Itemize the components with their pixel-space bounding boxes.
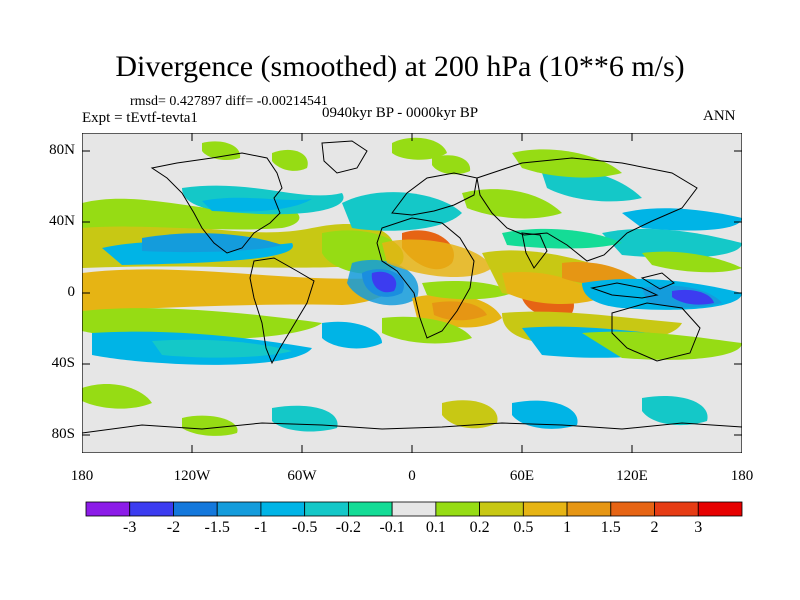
- colorbar-swatch: [260, 501, 306, 517]
- x-tick-label-120w: 120W: [173, 468, 211, 484]
- colorbar-label: 3: [694, 519, 703, 536]
- experiment-label: Expt = tEvtf-tevta1: [82, 110, 198, 126]
- divergence-map: [82, 133, 742, 453]
- colorbar-label: 1: [563, 519, 572, 536]
- colorbar-swatch: [347, 501, 393, 517]
- colorbar-swatch: [522, 501, 568, 517]
- colorbar-label: -1: [254, 519, 268, 536]
- colorbar: [85, 501, 743, 517]
- colorbar-swatch: [566, 501, 612, 517]
- y-tick-label-0: 0: [67, 284, 76, 300]
- period-label: 0940kyr BP - 0000kyr BP: [322, 105, 479, 121]
- colorbar-label: 0.1: [425, 519, 446, 536]
- colorbar-swatch: [610, 501, 655, 517]
- colorbar-label: 1.5: [600, 519, 621, 536]
- colorbar-label: -0.2: [335, 519, 362, 536]
- colorbar-swatch: [435, 501, 481, 517]
- stats-text: rmsd= 0.427897 diff= -0.00214541: [130, 94, 328, 109]
- x-tick-label-60e: 60E: [509, 468, 535, 484]
- colorbar-label: 0.2: [469, 519, 490, 536]
- colorbar-swatch: [85, 501, 131, 517]
- y-tick-label-80s: 80S: [51, 426, 75, 442]
- coastlines: [82, 140, 742, 434]
- colorbar-swatch: [173, 501, 218, 517]
- colorbar-swatch: [479, 501, 524, 517]
- colorbar-swatch: [391, 501, 437, 517]
- colorbar-swatch: [654, 501, 699, 517]
- axis-ticks: [82, 133, 742, 453]
- colorbar-swatch: [697, 501, 743, 517]
- y-tick-label-40n: 40N: [49, 213, 75, 229]
- y-tick-label-40s: 40S: [51, 355, 75, 371]
- x-tick-label-0: 0: [408, 468, 416, 484]
- colorbar-swatch: [129, 501, 174, 517]
- colorbar-label: 2: [650, 519, 659, 536]
- divergence-field: [82, 137, 742, 436]
- colorbar-label: 0.5: [513, 519, 534, 536]
- colorbar-label: -3: [123, 519, 137, 536]
- colorbar-swatch: [304, 501, 349, 517]
- colorbar-label: -1.5: [204, 519, 230, 536]
- y-tick-label-80n: 80N: [49, 142, 75, 158]
- colorbar-label: -0.1: [379, 519, 405, 536]
- colorbar-swatch: [216, 501, 262, 517]
- x-tick-label-120e: 120E: [616, 468, 648, 484]
- colorbar-label: -2: [166, 519, 181, 536]
- season-label: ANN: [703, 108, 736, 124]
- x-tick-label-180e: 180: [730, 468, 754, 484]
- x-tick-label-180w: 180: [70, 468, 94, 484]
- colorbar-label: -0.5: [291, 519, 318, 536]
- x-tick-label-60w: 60W: [287, 468, 317, 484]
- chart-title: Divergence (smoothed) at 200 hPa (10**6 …: [115, 50, 685, 83]
